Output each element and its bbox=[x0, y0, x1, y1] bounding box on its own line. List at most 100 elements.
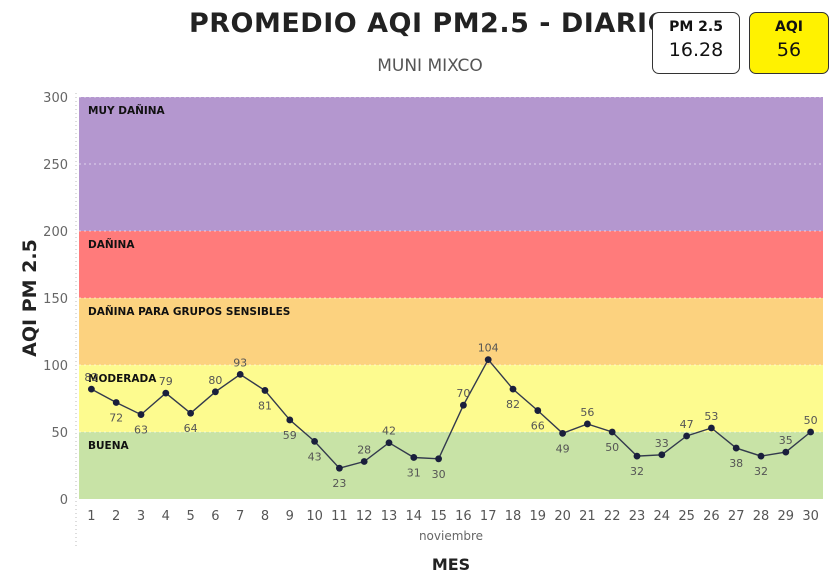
data-label: 82 bbox=[84, 371, 98, 384]
y-axis-title: AQI PM 2.5 bbox=[19, 239, 41, 357]
data-label: 70 bbox=[456, 387, 470, 400]
x-tick-label: 24 bbox=[654, 509, 671, 524]
data-label: 80 bbox=[208, 374, 222, 387]
data-label: 50 bbox=[605, 441, 619, 454]
x-axis-month-label: noviembre bbox=[419, 529, 483, 543]
data-label: 66 bbox=[531, 420, 545, 433]
x-tick-label: 11 bbox=[331, 509, 348, 524]
data-label: 32 bbox=[754, 465, 768, 478]
pm25-label: PM 2.5 bbox=[669, 19, 723, 35]
chart-subtitle: MUNI MIXCO bbox=[377, 56, 483, 76]
data-point bbox=[509, 385, 517, 393]
pm25-card: PM 2.5 16.28 bbox=[652, 12, 740, 74]
band-label: MODERADA bbox=[88, 373, 157, 385]
x-tick-label: 22 bbox=[604, 509, 621, 524]
data-point bbox=[757, 452, 765, 460]
x-tick-label: 28 bbox=[753, 509, 770, 524]
data-label: 93 bbox=[233, 356, 247, 369]
data-label: 35 bbox=[779, 434, 793, 447]
x-tick-label: 17 bbox=[480, 509, 497, 524]
aqi-card: AQI 56 bbox=[749, 12, 829, 74]
data-point bbox=[608, 428, 616, 436]
data-label: 30 bbox=[432, 468, 446, 481]
y-tick-label: 0 bbox=[60, 493, 68, 508]
data-label: 63 bbox=[134, 424, 148, 437]
x-tick-label: 1 bbox=[87, 509, 95, 524]
data-point bbox=[236, 370, 244, 378]
data-point bbox=[633, 452, 641, 460]
data-label: 104 bbox=[478, 342, 499, 355]
x-tick-label: 4 bbox=[162, 509, 170, 524]
x-tick-label: 27 bbox=[728, 509, 745, 524]
data-point bbox=[88, 385, 95, 393]
aqi-label: AQI bbox=[775, 19, 803, 35]
x-tick-label: 8 bbox=[261, 509, 269, 524]
data-point bbox=[311, 437, 318, 445]
data-point bbox=[162, 389, 170, 397]
y-tick-label: 200 bbox=[43, 225, 68, 240]
data-label: 33 bbox=[655, 437, 669, 450]
band-label: MUY DAÑINA bbox=[88, 104, 166, 117]
band-moderada bbox=[79, 365, 823, 432]
x-tick-label: 20 bbox=[554, 509, 571, 524]
data-point bbox=[484, 356, 492, 364]
data-point bbox=[360, 458, 368, 465]
data-label: 82 bbox=[506, 398, 520, 411]
data-point bbox=[336, 464, 343, 472]
data-point bbox=[460, 401, 467, 409]
x-tick-label: 25 bbox=[678, 509, 695, 524]
x-tick-label: 5 bbox=[186, 509, 194, 524]
x-tick-label: 7 bbox=[236, 509, 244, 524]
data-label: 79 bbox=[159, 375, 173, 388]
data-point bbox=[410, 454, 418, 461]
data-label: 59 bbox=[283, 429, 297, 442]
band-dañina bbox=[79, 231, 823, 298]
data-point bbox=[112, 399, 120, 406]
data-label: 64 bbox=[184, 422, 198, 435]
x-tick-label: 9 bbox=[286, 509, 294, 524]
data-point bbox=[261, 387, 269, 394]
x-tick-label: 14 bbox=[406, 509, 423, 524]
y-tick-label: 150 bbox=[43, 292, 68, 307]
aqi-value: 56 bbox=[776, 39, 802, 61]
y-tick-label: 300 bbox=[43, 91, 68, 106]
x-tick-label: 21 bbox=[579, 509, 596, 524]
data-point bbox=[286, 416, 294, 424]
data-point bbox=[708, 424, 715, 432]
data-label: 43 bbox=[308, 450, 322, 463]
x-tick-label: 3 bbox=[137, 509, 145, 524]
data-label: 23 bbox=[332, 477, 346, 490]
data-point bbox=[137, 411, 145, 418]
data-label: 81 bbox=[258, 399, 272, 412]
data-point bbox=[658, 451, 666, 459]
series-line bbox=[91, 358, 812, 469]
data-point bbox=[683, 432, 690, 440]
data-label: 38 bbox=[729, 457, 743, 470]
data-label: 72 bbox=[109, 412, 123, 425]
y-tick-label: 50 bbox=[51, 426, 68, 441]
data-label: 31 bbox=[407, 466, 421, 479]
data-point bbox=[187, 409, 195, 417]
x-tick-label: 15 bbox=[430, 509, 447, 524]
data-point bbox=[534, 407, 542, 414]
data-label: 56 bbox=[580, 406, 594, 419]
x-tick-label: 26 bbox=[703, 509, 720, 524]
data-label: 32 bbox=[630, 465, 644, 478]
data-label: 53 bbox=[704, 410, 718, 423]
band-buena bbox=[79, 432, 823, 499]
x-tick-label: 23 bbox=[629, 509, 646, 524]
pm25-value: 16.28 bbox=[668, 39, 724, 61]
data-point bbox=[559, 429, 566, 437]
data-label: 49 bbox=[556, 442, 570, 455]
x-tick-label: 12 bbox=[356, 509, 373, 524]
data-label: 47 bbox=[680, 418, 694, 431]
y-tick-label: 250 bbox=[43, 158, 68, 173]
data-point bbox=[732, 444, 740, 452]
x-tick-label: 10 bbox=[306, 509, 323, 524]
x-axis-title: MES bbox=[432, 555, 470, 574]
data-point bbox=[212, 388, 219, 396]
x-tick-label: 6 bbox=[211, 509, 219, 524]
band-label: BUENA bbox=[88, 440, 129, 452]
x-tick-label: 16 bbox=[455, 509, 472, 524]
